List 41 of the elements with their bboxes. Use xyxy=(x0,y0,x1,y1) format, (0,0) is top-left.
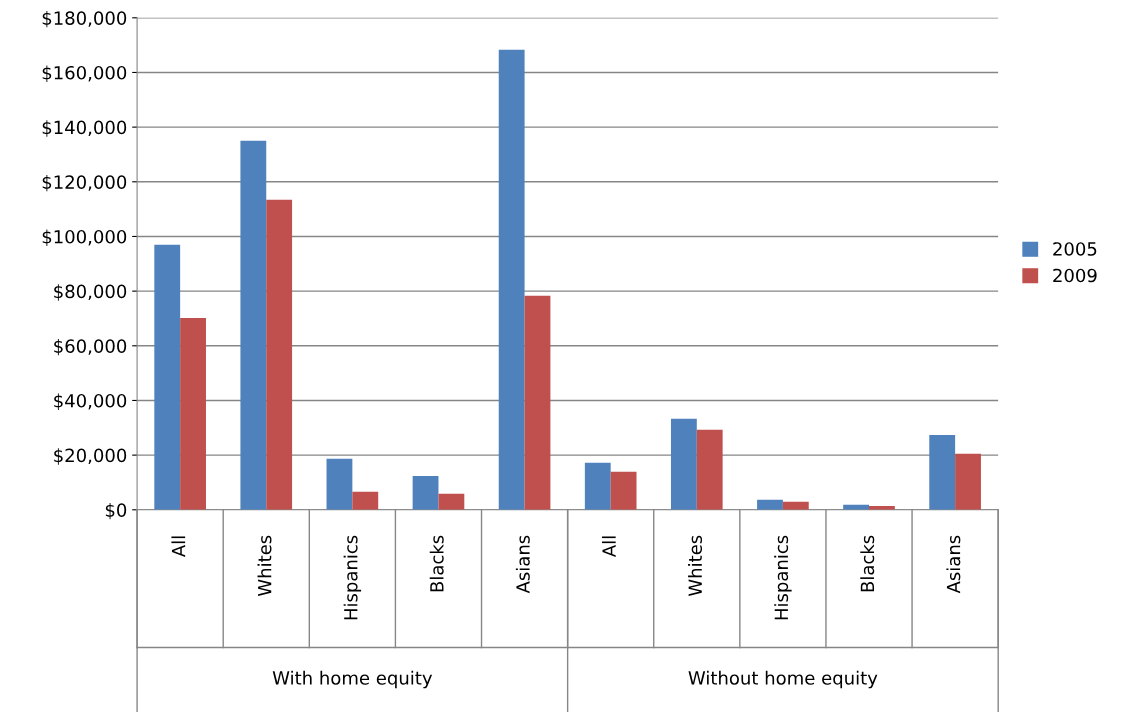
x-tick-label: All xyxy=(171,536,186,558)
bar xyxy=(757,499,783,510)
y-tick-label: $160,000 xyxy=(42,65,127,82)
y-tick-label: $40,000 xyxy=(54,393,127,410)
y-tick-label: $100,000 xyxy=(42,229,127,246)
x-tick-label: Whites xyxy=(688,535,703,597)
bar xyxy=(154,244,181,510)
bar xyxy=(584,462,611,510)
x-tick-label: Hispanics xyxy=(343,535,362,620)
legend-label: 2009 xyxy=(1053,268,1097,283)
x-tick-label: Blacks xyxy=(860,535,875,592)
bar xyxy=(438,493,465,510)
y-tick-label: $120,000 xyxy=(42,174,127,192)
text: With home equity xyxy=(272,670,433,689)
x-tick-label: All xyxy=(601,536,616,558)
y-tick-label: $20,000 xyxy=(54,448,127,465)
x-tick-label: Whites xyxy=(257,535,272,597)
x-tick-label: Blacks xyxy=(429,535,444,592)
y-tick-label: $60,000 xyxy=(54,338,127,356)
bar xyxy=(955,453,981,510)
bar xyxy=(180,317,206,510)
bar xyxy=(266,199,293,510)
bar xyxy=(240,140,267,510)
bar xyxy=(498,49,525,510)
y-tick-label: $80,000 xyxy=(54,284,127,301)
y-tick-label: $140,000 xyxy=(42,120,127,137)
x-tick-label: Asians xyxy=(515,535,530,594)
bar xyxy=(326,458,353,510)
bar xyxy=(610,471,637,510)
bar xyxy=(670,418,697,510)
text: Without home equity xyxy=(688,670,878,689)
bar xyxy=(412,475,439,510)
bar xyxy=(929,434,956,510)
legend-label: 2005 xyxy=(1053,242,1097,256)
x-tick-label: Hispanics xyxy=(774,535,792,620)
bar xyxy=(696,429,723,510)
y-tick-label: $180,000 xyxy=(42,10,127,28)
y-tick-label: $0 xyxy=(105,502,127,520)
x-tick-label: Asians xyxy=(946,535,961,594)
bar xyxy=(524,295,551,510)
bar xyxy=(352,491,379,510)
